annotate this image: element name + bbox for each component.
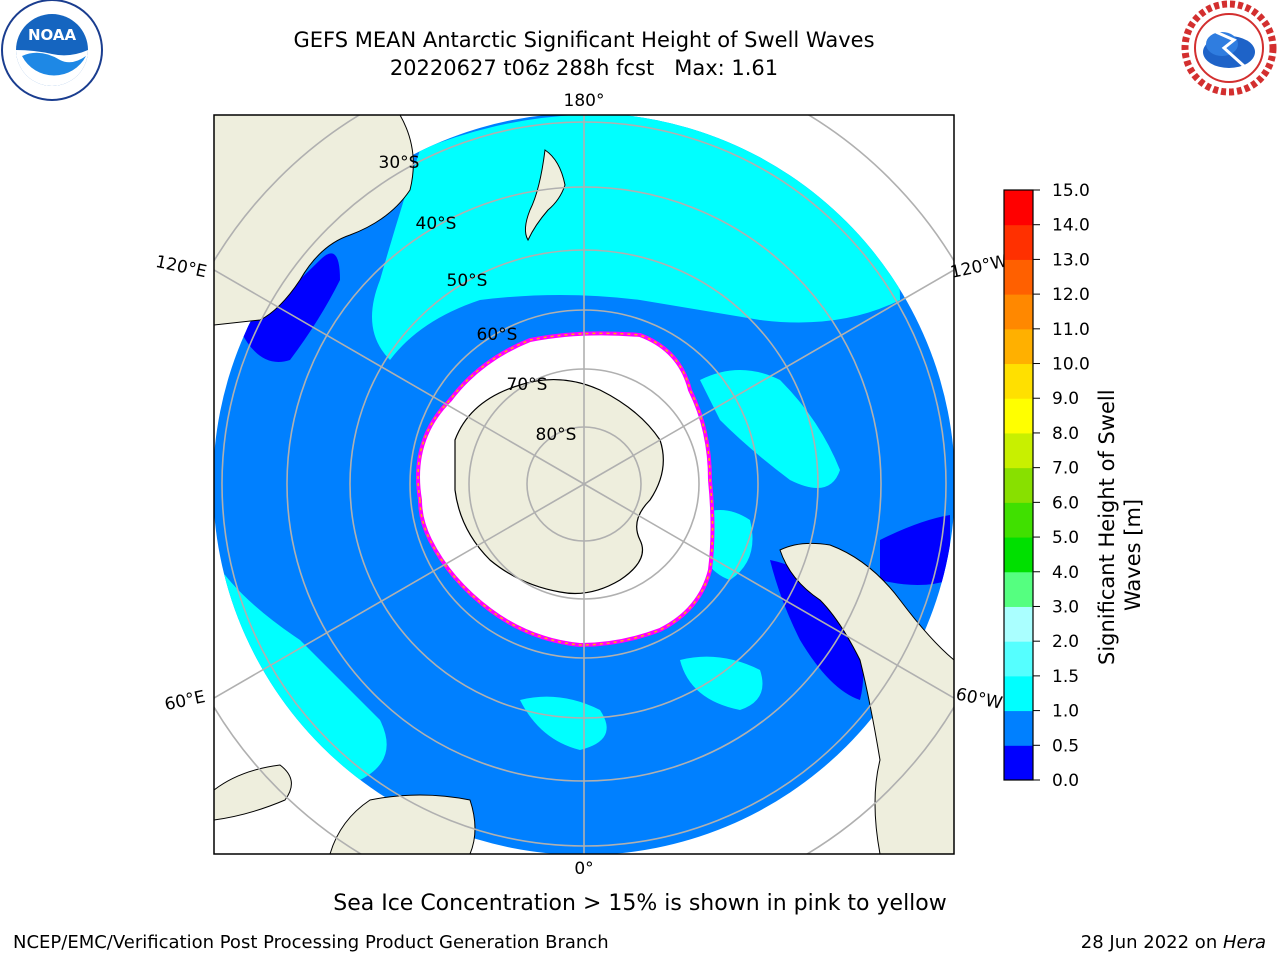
noaa-logo-text: NOAA: [28, 26, 77, 44]
footer-date-text: 28 Jun 2022 on: [1080, 932, 1223, 953]
colorbar-tick-label: 4.0: [1052, 563, 1079, 583]
lat-label-60s: 60°S: [477, 325, 518, 345]
colorbar-tick-label: 15.0: [1052, 181, 1090, 201]
swell-low-areas: [240, 253, 950, 700]
colorbar-segment: [1004, 710, 1033, 746]
colorbar-segment: [1004, 745, 1033, 781]
lat-label-70s: 70°S: [507, 375, 548, 395]
colorbar-tick-label: 13.0: [1052, 250, 1090, 270]
map-frame: [213, 114, 955, 855]
colorbar-label-line1: Significant Height of Swell: [1095, 389, 1119, 665]
colorbar-tick-label: 10.0: [1052, 355, 1090, 375]
colorbar-tick-label: 12.0: [1052, 285, 1090, 305]
lon-label-120e: 120°E: [154, 252, 209, 282]
footer-machine: Hera: [1222, 932, 1266, 953]
sea-ice-note: Sea Ice Concentration > 15% is shown in …: [333, 891, 947, 916]
colorbar-tick-label: 2.0: [1052, 632, 1079, 652]
colorbar-segment: [1004, 190, 1033, 226]
colorbar-segment: [1004, 675, 1033, 712]
australia-landmass: [214, 115, 414, 326]
colorbar-tick-label: 9.0: [1052, 389, 1079, 409]
swell-cyan-areas: [214, 115, 900, 780]
new-zealand-landmass: [524, 149, 566, 242]
colorbar-label-line2: Waves [m]: [1121, 499, 1145, 611]
colorbar-segment: [1004, 398, 1033, 434]
lat-label-80s: 80°S: [536, 425, 577, 445]
lon-label-180: 180°: [564, 91, 605, 111]
colorbar-segment: [1004, 641, 1033, 677]
lon-label-60e: 60°E: [163, 687, 207, 715]
colorbar-tick-label: 7.0: [1052, 459, 1079, 479]
colorbar-tick-label: 14.0: [1052, 216, 1090, 236]
colorbar-tick-label: 6.0: [1052, 493, 1079, 513]
colorbar-tick-label: 11.0: [1052, 320, 1090, 340]
noaa-logo: NOAA: [1, 0, 103, 101]
lat-label-30s: 30°S: [379, 153, 420, 173]
footer-date: 28 Jun 2022 on Hera: [1081, 932, 1266, 953]
chart-subtitle: 20220627 t06z 288h fcst Max: 1.61: [389, 56, 779, 80]
colorbar-tick-label: 5.0: [1052, 528, 1079, 548]
colorbar-tick-label: 1.0: [1052, 702, 1079, 722]
colorbar-segment: [1004, 363, 1033, 399]
colorbar-segment: [1004, 606, 1033, 642]
lat-label-50s: 50°S: [447, 271, 488, 291]
colorbar-segment: [1004, 432, 1033, 469]
lon-label-0: 0°: [574, 859, 593, 879]
colorbar-segment: [1004, 467, 1033, 503]
colorbar-tick-label: 8.0: [1052, 424, 1079, 444]
colorbar-segment: [1004, 571, 1033, 607]
south-america-landmass: [779, 542, 954, 854]
colorbar-tick-label: 0.5: [1052, 736, 1079, 756]
footer-branch: NCEP/EMC/Verification Post Processing Pr…: [13, 932, 609, 953]
colorbar-segment: [1004, 294, 1033, 330]
sea-ice-edge: [417, 332, 714, 646]
colorbar-tick-label: 0.0: [1052, 771, 1079, 790]
lat-label-40s: 40°S: [416, 214, 457, 234]
colorbar-segment: [1004, 537, 1033, 573]
nws-logo: [1181, 0, 1277, 96]
chart-title: GEFS MEAN Antarctic Significant Height o…: [293, 28, 875, 52]
colorbar: 0.0 0.5 1.0 1.5 2.0 3.0 4.0 5.0 6.0 7.0 8.0 9.0 10.0…: [1003, 181, 1145, 790]
colorbar-segment: [1004, 502, 1033, 538]
colorbar-tick-label: 1.5: [1052, 667, 1079, 687]
meridians: [214, 115, 954, 854]
colorbar-tick-label: 3.0: [1052, 597, 1079, 617]
colorbar-segment: [1004, 328, 1033, 365]
madagascar-landmass: [214, 764, 292, 821]
colorbar-segment: [1004, 224, 1033, 260]
colorbar-segment: [1004, 259, 1033, 295]
